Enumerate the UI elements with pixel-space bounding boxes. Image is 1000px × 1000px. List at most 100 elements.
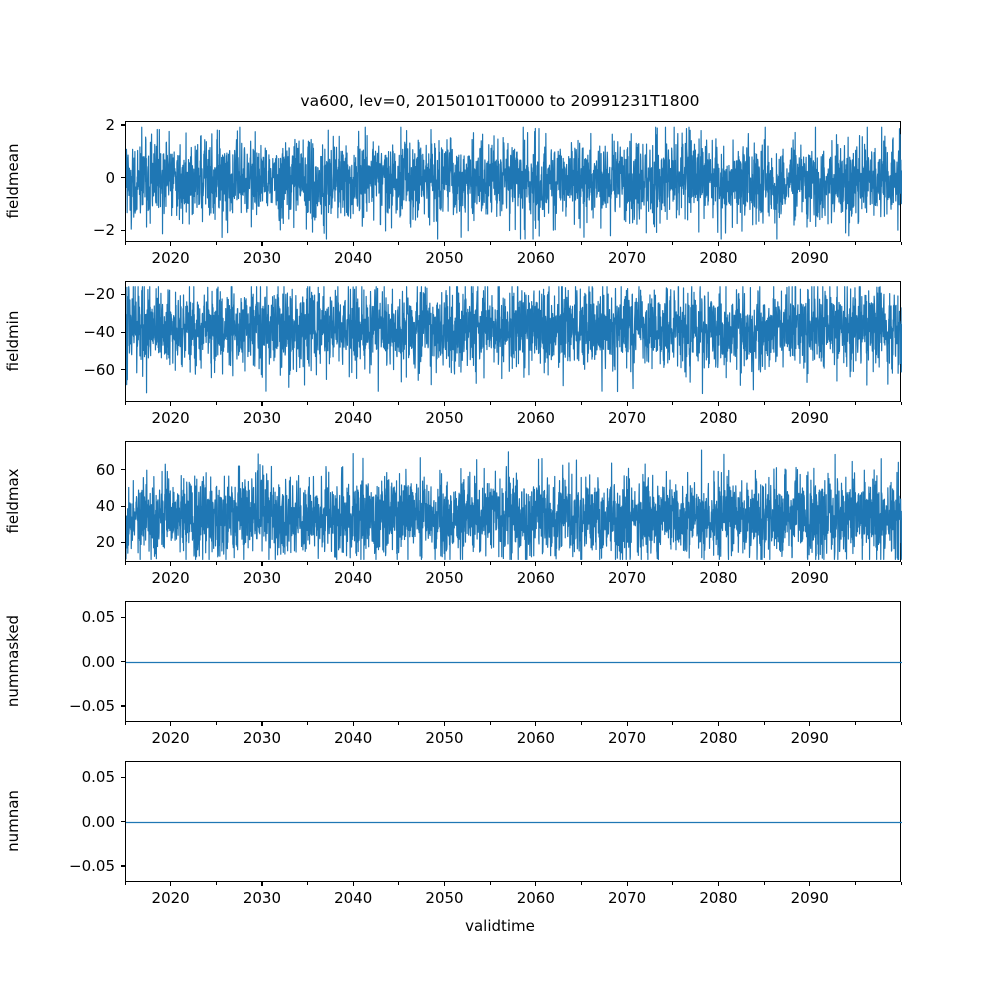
x-tick-mark [717, 562, 719, 566]
x-tick-mark [170, 242, 172, 246]
x-tick-mark [535, 402, 537, 406]
x-tick-label: 2050 [425, 889, 464, 907]
y-tick-label: −0.05 [69, 856, 115, 875]
x-tick-label: 2030 [242, 409, 282, 427]
x-tick-label: 2060 [516, 249, 555, 267]
y-tick-mark [121, 865, 125, 867]
x-tick-mark-minor [900, 242, 902, 245]
x-tick-mark-minor [763, 402, 765, 405]
x-tick-mark-minor [215, 722, 217, 725]
x-tick-label: 2020 [151, 729, 190, 747]
x-tick-mark-minor [398, 242, 400, 245]
x-tick-mark-minor [398, 402, 400, 405]
y-tick-label: −0.05 [69, 696, 115, 715]
x-tick-mark-minor [307, 562, 309, 565]
x-tick-label: 2060 [516, 569, 555, 587]
y-tick-mark [121, 821, 125, 823]
x-tick-label: 2090 [790, 729, 829, 747]
x-tick-label: 2040 [334, 889, 373, 907]
y-tick-mark [121, 616, 125, 618]
y-tick-label: −60 [83, 360, 115, 379]
x-tick-mark-minor [489, 242, 491, 245]
x-tick-mark-minor [489, 402, 491, 405]
y-tick-mark [121, 541, 125, 543]
x-tick-mark-minor [215, 882, 217, 885]
y-tick-label: 2 [105, 115, 115, 134]
x-tick-mark [809, 402, 811, 406]
x-tick-mark-minor [900, 722, 902, 725]
x-tick-label: 2040 [334, 569, 373, 587]
x-tick-mark-minor [489, 722, 491, 725]
x-tick-label: 2090 [790, 409, 829, 427]
x-tick-mark [261, 242, 263, 246]
x-tick-label: 2090 [790, 889, 829, 907]
x-tick-mark-minor [672, 882, 674, 885]
x-tick-mark-minor [672, 722, 674, 725]
x-tick-mark-minor [489, 562, 491, 565]
x-tick-mark-minor [124, 722, 126, 725]
x-tick-mark [717, 242, 719, 246]
y-tick-label: 0.00 [81, 812, 115, 831]
x-tick-mark [809, 722, 811, 726]
x-tick-mark [717, 882, 719, 886]
x-tick-mark [170, 402, 172, 406]
x-tick-mark-minor [672, 242, 674, 245]
subplot-fieldmin [125, 281, 902, 403]
x-tick-mark-minor [580, 402, 583, 405]
x-tick-mark [261, 722, 263, 726]
y-tick-label: −2 [92, 221, 115, 240]
x-tick-mark-minor [124, 882, 126, 885]
x-tick-mark-minor [124, 562, 126, 565]
x-tick-label: 2060 [516, 889, 555, 907]
x-tick-mark-minor [489, 882, 491, 885]
plot-line-nummasked [126, 602, 902, 723]
x-tick-label: 2040 [334, 409, 373, 427]
x-tick-label: 2050 [425, 249, 464, 267]
subplot-nummasked [125, 601, 902, 723]
y-tick-mark [121, 469, 125, 471]
subplot-fieldmax [125, 441, 902, 563]
y-tick-label: −40 [83, 323, 115, 342]
x-tick-label: 2060 [516, 409, 555, 427]
x-tick-mark-minor [900, 402, 902, 405]
plot-line-numnan [126, 762, 902, 883]
x-tick-mark-minor [124, 242, 126, 245]
x-tick-mark [626, 882, 628, 886]
x-tick-mark-minor [580, 882, 583, 885]
x-tick-mark-minor [900, 562, 902, 565]
x-tick-label: 2070 [608, 249, 647, 267]
y-tick-mark [121, 229, 125, 231]
x-tick-mark [535, 562, 537, 566]
x-tick-mark [809, 242, 811, 246]
x-tick-mark-minor [672, 402, 674, 405]
x-tick-label: 2080 [699, 569, 738, 587]
x-tick-mark [717, 402, 719, 406]
y-tick-label: −20 [83, 285, 115, 304]
y-tick-label: 60 [95, 460, 115, 479]
x-tick-mark [535, 722, 537, 726]
subplot-numnan [125, 761, 902, 883]
y-tick-label: 20 [95, 533, 115, 552]
y-tick-label: 0.00 [81, 652, 115, 671]
x-axis-label: validtime [465, 917, 535, 935]
x-tick-label: 2070 [608, 569, 647, 587]
x-tick-label: 2030 [242, 249, 282, 267]
y-tick-mark [121, 293, 125, 295]
x-tick-label: 2080 [699, 889, 738, 907]
x-tick-mark-minor [398, 722, 400, 725]
x-tick-label: 2050 [425, 729, 464, 747]
x-tick-label: 2070 [608, 729, 647, 747]
x-tick-mark-minor [763, 882, 765, 885]
y-axis-label-nummasked: nummasked [4, 614, 22, 707]
x-tick-mark-minor [307, 402, 309, 405]
x-tick-label: 2080 [699, 249, 738, 267]
x-tick-label: 2020 [151, 409, 190, 427]
x-tick-mark [626, 242, 628, 246]
y-tick-label: 0 [105, 168, 115, 187]
x-tick-mark-minor [580, 242, 583, 245]
figure-title: va600, lev=0, 20150101T0000 to 20991231T… [300, 92, 700, 110]
x-tick-label: 2060 [516, 729, 555, 747]
y-axis-label-numnan: numnan [4, 789, 22, 852]
x-tick-mark [170, 562, 172, 566]
